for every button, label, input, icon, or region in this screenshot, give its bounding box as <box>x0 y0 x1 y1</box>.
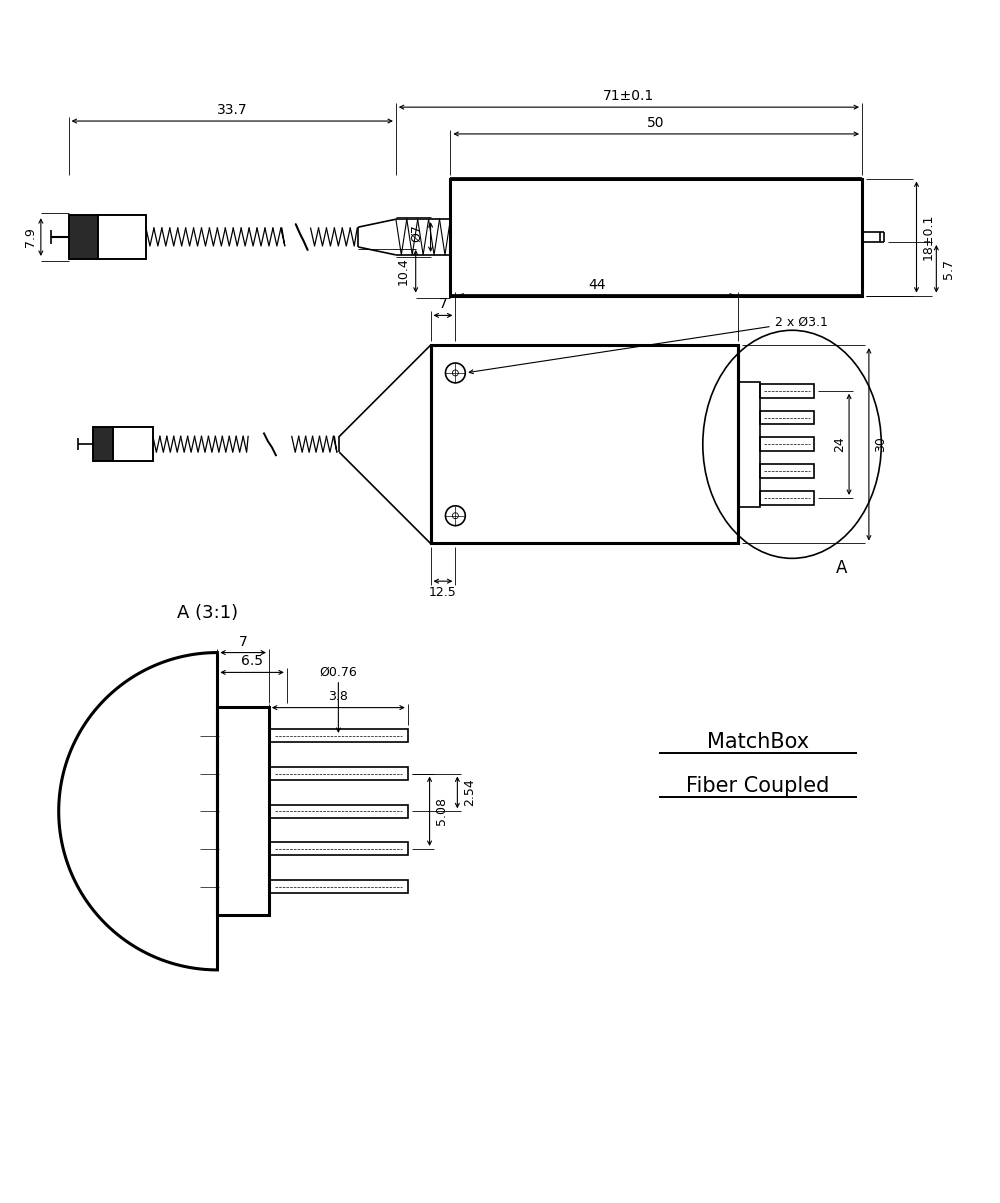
Bar <box>269 805 408 818</box>
Bar <box>269 842 408 855</box>
Text: Ø7: Ø7 <box>410 224 423 242</box>
Bar <box>760 464 814 478</box>
Text: 7.9: 7.9 <box>24 227 37 247</box>
Bar <box>760 384 814 398</box>
Text: A (3:1): A (3:1) <box>177 604 238 622</box>
Text: 44: 44 <box>588 278 605 291</box>
Bar <box>98 215 146 259</box>
Bar <box>760 438 814 451</box>
Bar <box>269 881 408 893</box>
Text: 5.08: 5.08 <box>435 798 448 825</box>
Text: 7: 7 <box>239 635 248 648</box>
Bar <box>113 427 153 461</box>
Text: Ø0.76: Ø0.76 <box>319 665 357 678</box>
Text: Fiber Coupled: Fiber Coupled <box>686 776 830 796</box>
Text: 2 x Ø3.1: 2 x Ø3.1 <box>469 315 828 374</box>
Text: 10.4: 10.4 <box>396 257 409 285</box>
Text: 7: 7 <box>439 297 447 312</box>
Bar <box>93 427 113 461</box>
Bar <box>760 491 814 505</box>
Bar <box>269 729 408 742</box>
Text: 24: 24 <box>833 437 846 452</box>
Bar <box>760 410 814 425</box>
Bar <box>431 345 738 544</box>
Text: 12.5: 12.5 <box>429 586 457 599</box>
Text: 2.54: 2.54 <box>463 778 476 806</box>
Text: 5.7: 5.7 <box>942 259 955 279</box>
Text: 18±0.1: 18±0.1 <box>922 214 935 260</box>
Text: 30: 30 <box>874 437 887 452</box>
Bar <box>93 427 153 461</box>
Text: 33.7: 33.7 <box>217 103 248 117</box>
Text: A: A <box>836 559 847 577</box>
Text: 3.8: 3.8 <box>328 691 348 704</box>
Text: 71±0.1: 71±0.1 <box>603 89 655 103</box>
Text: 6.5: 6.5 <box>241 654 263 669</box>
Bar <box>69 215 98 259</box>
Bar <box>269 768 408 780</box>
Text: MatchBox: MatchBox <box>707 731 809 752</box>
Bar <box>217 707 269 915</box>
Bar <box>450 178 862 296</box>
Bar <box>69 215 146 259</box>
Bar <box>738 381 760 506</box>
Text: 50: 50 <box>647 115 665 130</box>
